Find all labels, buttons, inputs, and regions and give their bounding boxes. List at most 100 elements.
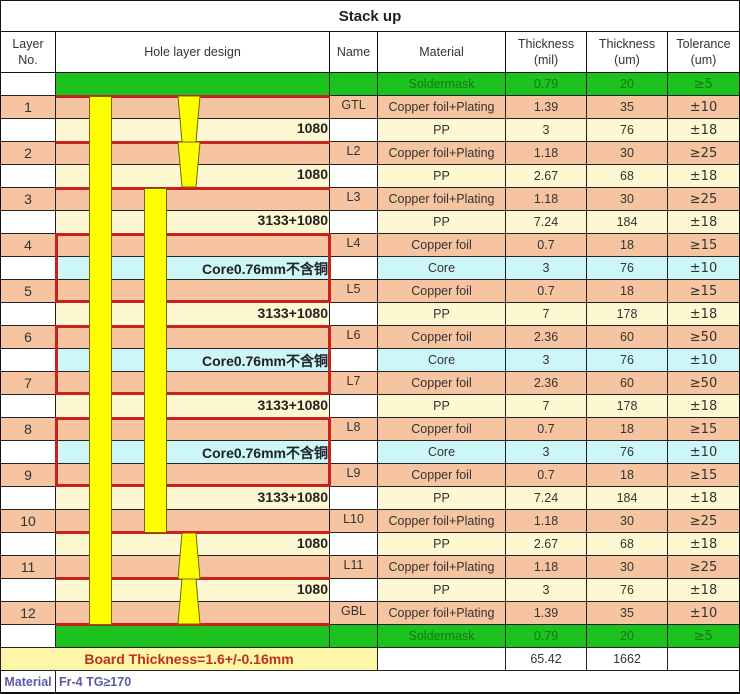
thickness-um-cell: 18 xyxy=(587,234,668,257)
thickness-mil-cell: 0.7 xyxy=(506,418,587,441)
layer-name-cell: GTL xyxy=(330,96,378,119)
tolerance-cell: ≥15 xyxy=(668,280,740,303)
core-box-6-7 xyxy=(55,325,331,395)
thickness-mil-cell: 1.18 xyxy=(506,556,587,579)
tolerance-cell: ±18 xyxy=(668,533,740,556)
thickness-mil-cell: 2.67 xyxy=(506,533,587,556)
microvia-top-icon xyxy=(177,96,201,188)
core-box-4-5 xyxy=(55,233,331,303)
thickness-mil-cell: 3 xyxy=(506,441,587,464)
layer-no-cell: 3 xyxy=(0,188,56,211)
layer-name-cell xyxy=(330,533,378,556)
thickness-mil-cell: 1.18 xyxy=(506,510,587,533)
tolerance-cell: ≥5 xyxy=(668,73,740,96)
material-cell: Core xyxy=(378,441,506,464)
hole-label-core-8-9: Core0.76mm不含铜 xyxy=(201,445,328,461)
thickness-mil-cell: 7 xyxy=(506,395,587,418)
thickness-mil-cell: 3 xyxy=(506,579,587,602)
tolerance-cell: ≥15 xyxy=(668,418,740,441)
thickness-um-cell: 178 xyxy=(587,303,668,326)
thickness-um-cell: 178 xyxy=(587,395,668,418)
tolerance-cell: ±18 xyxy=(668,165,740,188)
thickness-mil-cell: 1.18 xyxy=(506,188,587,211)
tolerance-cell: ≥25 xyxy=(668,142,740,165)
hole-label-pp-7: 3133+1080 xyxy=(257,397,328,413)
material-cell: PP xyxy=(378,487,506,510)
thickness-um-cell: 184 xyxy=(587,211,668,234)
material-cell: Copper foil xyxy=(378,326,506,349)
tolerance-cell: ±10 xyxy=(668,602,740,625)
material-cell: Copper foil xyxy=(378,464,506,487)
layer-name-cell xyxy=(330,165,378,188)
total-thickness-mil: 65.42 xyxy=(506,648,587,671)
hole-label-pp-1: 1080 xyxy=(296,120,328,136)
thickness-mil-cell: 1.18 xyxy=(506,142,587,165)
layer-no-cell: 1 xyxy=(0,96,56,119)
tolerance-cell: ±10 xyxy=(668,349,740,372)
total-thickness-um: 1662 xyxy=(587,648,668,671)
hole-design-band xyxy=(56,188,330,211)
material-cell: Copper foil xyxy=(378,234,506,257)
thickness-mil-cell: 2.36 xyxy=(506,326,587,349)
layer-name-cell xyxy=(330,349,378,372)
material-cell: Copper foil+Plating xyxy=(378,602,506,625)
hole-label-pp-10: 1080 xyxy=(296,535,328,551)
layer-no-cell xyxy=(0,73,56,96)
layer-name-cell xyxy=(330,303,378,326)
tolerance-cell: ≥50 xyxy=(668,372,740,395)
tolerance-cell: ≥15 xyxy=(668,234,740,257)
layer-name-cell xyxy=(330,441,378,464)
thickness-mil-cell: 0.7 xyxy=(506,464,587,487)
core-box-8-9 xyxy=(55,417,331,487)
microvia-bottom-icon xyxy=(177,533,201,625)
material-cell: Copper foil+Plating xyxy=(378,556,506,579)
layer-name-cell xyxy=(330,625,378,648)
hole-label-pp-5: 3133+1080 xyxy=(257,305,328,321)
thickness-mil-cell: 7 xyxy=(506,303,587,326)
tolerance-cell: ±18 xyxy=(668,395,740,418)
hole-design-band xyxy=(56,73,330,96)
thickness-um-cell: 20 xyxy=(587,73,668,96)
layer-name-cell xyxy=(330,579,378,602)
header-material: Material xyxy=(378,32,506,73)
header-layer-no: Layer No. xyxy=(0,32,56,73)
layer-name-cell: L8 xyxy=(330,418,378,441)
layer-no-cell xyxy=(0,119,56,142)
layer-name-cell: L7 xyxy=(330,372,378,395)
material-cell: Copper foil+Plating xyxy=(378,510,506,533)
thickness-um-cell: 18 xyxy=(587,280,668,303)
tolerance-cell: ±10 xyxy=(668,257,740,280)
layer-no-cell xyxy=(0,441,56,464)
thickness-um-cell: 68 xyxy=(587,165,668,188)
material-cell: Soldermask xyxy=(378,73,506,96)
material-cell: Soldermask xyxy=(378,625,506,648)
material-cell: PP xyxy=(378,395,506,418)
tolerance-cell: ±18 xyxy=(668,303,740,326)
thickness-um-cell: 76 xyxy=(587,441,668,464)
thickness-um-cell: 35 xyxy=(587,602,668,625)
thickness-um-cell: 30 xyxy=(587,556,668,579)
layer-no-cell: 7 xyxy=(0,372,56,395)
material-cell: Core xyxy=(378,257,506,280)
layer-name-cell xyxy=(330,395,378,418)
material-cell: PP xyxy=(378,533,506,556)
hole-label-core-4-5: Core0.76mm不含铜 xyxy=(201,261,328,277)
thickness-um-cell: 18 xyxy=(587,464,668,487)
layer-name-cell: GBL xyxy=(330,602,378,625)
layer-name-cell: L3 xyxy=(330,188,378,211)
layer-no-cell xyxy=(0,579,56,602)
thickness-mil-cell: 7.24 xyxy=(506,211,587,234)
tolerance-cell: ≥15 xyxy=(668,464,740,487)
thickness-um-cell: 60 xyxy=(587,326,668,349)
layer-name-cell xyxy=(330,73,378,96)
tolerance-cell: ≥25 xyxy=(668,510,740,533)
layer-no-cell: 2 xyxy=(0,142,56,165)
hole-label-core-6-7: Core0.76mm不含铜 xyxy=(201,353,328,369)
thickness-um-cell: 30 xyxy=(587,188,668,211)
layer-no-cell xyxy=(0,349,56,372)
tolerance-cell: ≥50 xyxy=(668,326,740,349)
tolerance-cell: ≥5 xyxy=(668,625,740,648)
thickness-mil-cell: 0.7 xyxy=(506,234,587,257)
layer-name-cell xyxy=(330,487,378,510)
thickness-um-cell: 184 xyxy=(587,487,668,510)
